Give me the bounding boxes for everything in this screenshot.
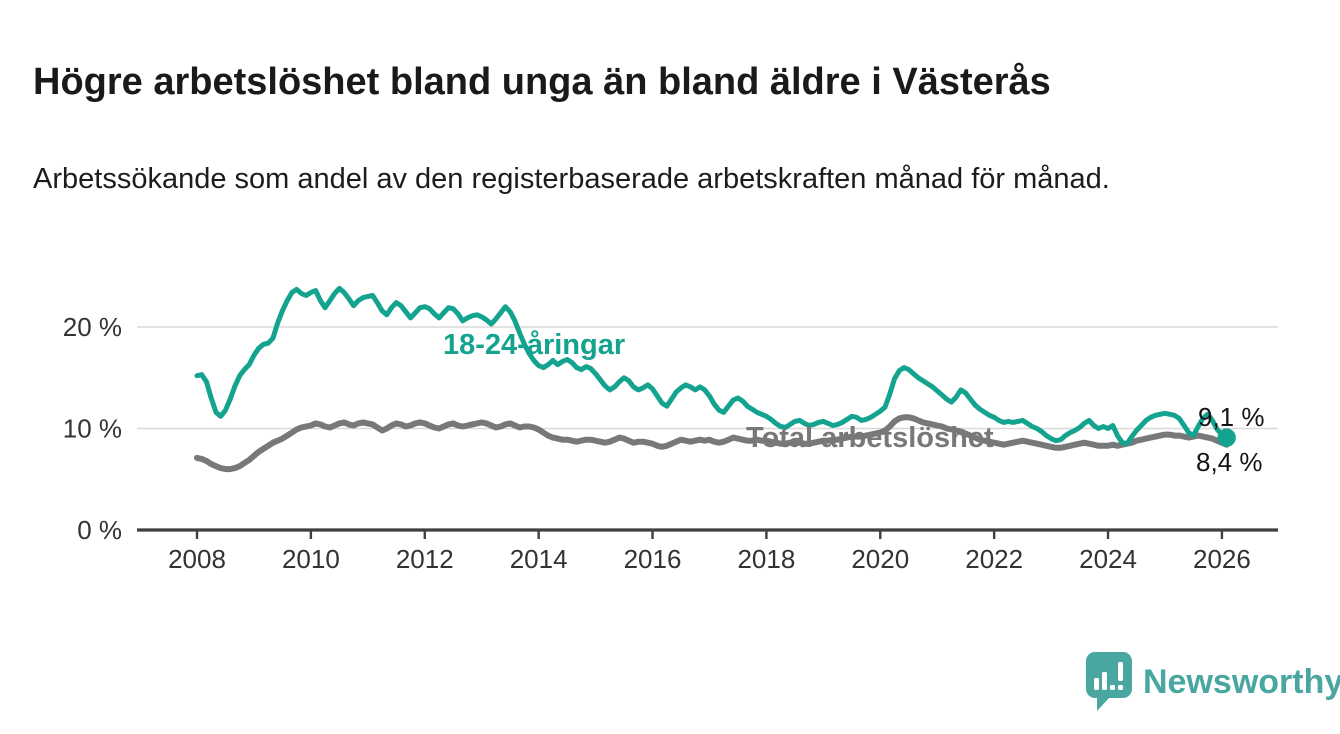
total-end-value-label: 8,4 % <box>1196 447 1263 477</box>
series-end-dot <box>1217 428 1236 447</box>
total-series-label: Total arbetslöshet <box>746 422 994 454</box>
x-tick-label-2008: 2008 <box>168 544 226 574</box>
x-tick-label-2014: 2014 <box>510 544 568 574</box>
x-tick-label-2024: 2024 <box>1079 544 1137 574</box>
x-tick-label-2020: 2020 <box>851 544 909 574</box>
newsworthy-logo-icon <box>1086 652 1132 711</box>
youth-series-label: 18-24-åringar <box>443 329 625 361</box>
newsworthy-logo: Newsworthy <box>1085 651 1340 713</box>
x-tick-label-2012: 2012 <box>396 544 454 574</box>
y-tick-label-10: 10 % <box>63 414 122 444</box>
x-tick-label-2022: 2022 <box>965 544 1023 574</box>
x-tick-label-2010: 2010 <box>282 544 340 574</box>
total-series-line <box>194 414 1230 473</box>
youth-end-value-label: 9,1 % <box>1198 402 1265 432</box>
youth-series-line <box>194 285 1230 447</box>
page-subtitle: Arbetssökande som andel av den registerb… <box>33 163 1110 195</box>
x-tick-label-2026: 2026 <box>1193 544 1251 574</box>
x-tick-label-2016: 2016 <box>624 544 682 574</box>
y-tick-label-0: 0 % <box>77 515 122 545</box>
x-tick-label-2018: 2018 <box>737 544 795 574</box>
y-tick-label-20: 20 % <box>63 312 122 342</box>
page-title: Högre arbetslöshet bland unga än bland ä… <box>33 61 1051 104</box>
newsworthy-brand-text: Newsworthy <box>1143 662 1340 701</box>
